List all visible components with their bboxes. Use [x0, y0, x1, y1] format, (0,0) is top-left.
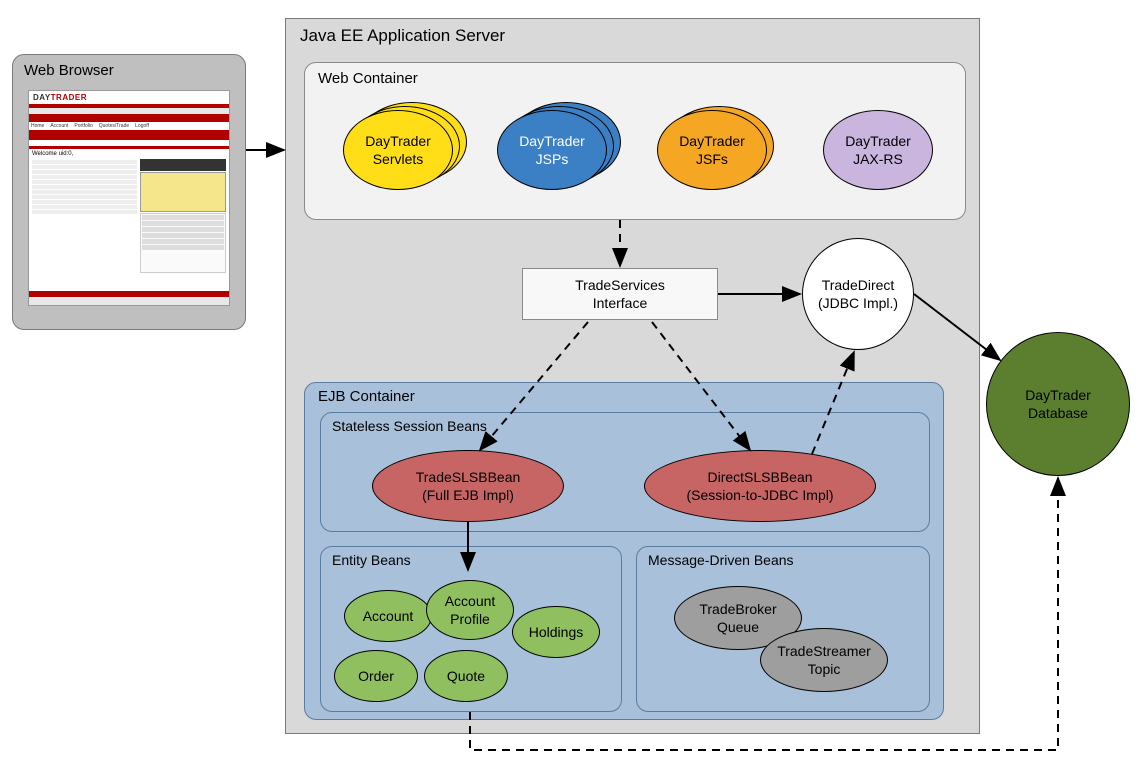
direct-slsb-node: DirectSLSBBean(Session-to-JDBC Impl)	[644, 450, 876, 522]
browser-nav-row: Home Account Portfolio Quotes/Trade Logo…	[29, 122, 229, 130]
app-server-title: Java EE Application Server	[300, 26, 505, 46]
jaxrs-node: DayTraderJAX-RS	[823, 110, 933, 190]
entity-quote: Quote	[424, 650, 508, 702]
database-node: DayTraderDatabase	[986, 332, 1130, 476]
servlets-node: DayTraderServlets	[343, 110, 453, 190]
jsfs-node: DayTraderJSFs	[657, 110, 767, 190]
web-container-title: Web Container	[318, 70, 418, 87]
entity-holdings: Holdings	[512, 606, 600, 658]
entity-beans-title: Entity Beans	[332, 552, 411, 568]
mdb-title: Message-Driven Beans	[648, 552, 794, 568]
trade-services-box: TradeServicesInterface	[522, 268, 718, 320]
jsps-node: DayTraderJSPs	[497, 110, 607, 190]
web-browser-title: Web Browser	[24, 62, 114, 79]
trade-slsb-node: TradeSLSBBean(Full EJB Impl)	[372, 450, 564, 522]
entity-account: Account	[344, 590, 432, 642]
mdb-streamer: TradeStreamerTopic	[760, 628, 888, 692]
session-beans-title: Stateless Session Beans	[332, 418, 487, 434]
entity-order: Order	[334, 650, 418, 702]
entity-account-profile: AccountProfile	[426, 580, 514, 640]
web-browser-screenshot-mock: DAYTRADER Home Account Portfolio Quotes/…	[28, 90, 230, 306]
trade-direct-node: TradeDirect(JDBC Impl.)	[802, 238, 914, 350]
ejb-container-title: EJB Container	[318, 388, 415, 405]
